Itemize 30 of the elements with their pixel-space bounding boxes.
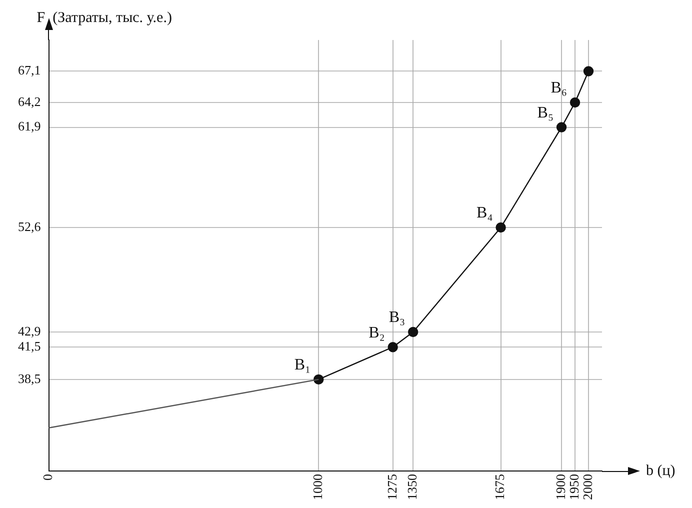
point <box>408 326 418 338</box>
point <box>583 66 594 76</box>
annotation: B₅ <box>537 104 554 122</box>
y-tick-label: 41,5 <box>18 338 41 354</box>
annotation: B₂ <box>368 324 385 342</box>
x-tick-label: 0 <box>40 474 56 480</box>
x-tick-label: 1675 <box>492 474 508 500</box>
x-tick-label: 2000 <box>580 474 595 500</box>
annotation: B₄ <box>476 204 494 222</box>
annotation: B₁ <box>294 356 311 374</box>
x-tick-label: 1275 <box>384 474 400 500</box>
point <box>314 374 324 385</box>
y-tick-label: 42,9 <box>18 323 41 338</box>
x-tick-label: 1900 <box>552 474 568 500</box>
y-axis-title: F (Затраты, тыс. у.е.) <box>36 10 172 26</box>
y-tick-label: 61,9 <box>18 118 41 134</box>
point <box>496 222 506 233</box>
y-tick-label: 38,5 <box>18 370 41 386</box>
annotation: B₃ <box>388 309 406 326</box>
point <box>388 342 398 352</box>
y-tick-label: 67,1 <box>18 62 41 78</box>
x-tick-label: 1350 <box>404 474 420 500</box>
x-axis-title: b (ц) <box>646 462 676 479</box>
y-tick-label: 52,6 <box>18 218 42 234</box>
point <box>570 97 580 108</box>
y-tick-label: 64,2 <box>18 94 41 109</box>
x-tick-label: 1000 <box>310 474 326 500</box>
annotation: B₆ <box>550 80 568 97</box>
point <box>556 122 567 132</box>
x-tick-label: 1950 <box>566 474 582 500</box>
